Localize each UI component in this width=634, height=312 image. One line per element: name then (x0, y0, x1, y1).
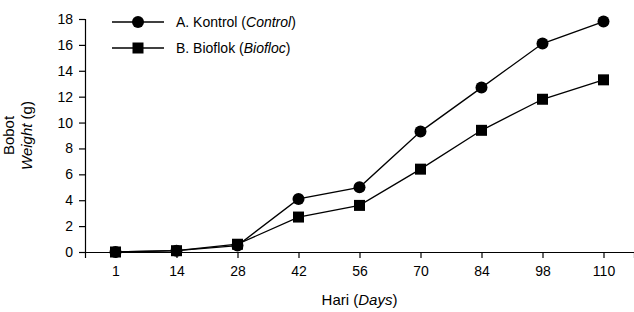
series-point (354, 181, 366, 193)
y-tick: 6 (65, 166, 85, 182)
y-tick: 0 (65, 244, 85, 260)
y-axis-title: Weight (g) (18, 101, 35, 170)
series-point (598, 16, 610, 28)
y-tick-mark (79, 71, 85, 72)
y-tick-label: 14 (57, 63, 73, 79)
series-point (354, 200, 365, 211)
x-tick-mark (237, 252, 238, 258)
x-tick-label: 14 (169, 263, 185, 279)
x-tick-label: 28 (230, 263, 246, 279)
y-tick-mark (79, 45, 85, 46)
x-tick-label: 42 (291, 263, 307, 279)
x-axis-title: Hari (Days) (322, 291, 398, 308)
x-tick-label: 110 (593, 263, 616, 279)
chart: 0 2 4 6 8 10 12 14 16 18 1 14 28 42 56 70 84 98 110 Hari (D… (0, 0, 634, 312)
x-tick: 98 (535, 252, 551, 279)
y-tick-label: 18 (57, 11, 73, 27)
x-tick-label: 98 (535, 263, 551, 279)
x-tick-label: 1 (112, 263, 120, 279)
x-tick-mark (298, 252, 299, 258)
legend-entry: A. Kontrol (Control) (112, 14, 296, 30)
legend-label: B. Bioflok (Biofloc) (176, 40, 290, 56)
plot-area (110, 16, 610, 258)
y-tick-mark (79, 97, 85, 98)
y-tick: 18 (57, 11, 85, 27)
x-tick: 70 (413, 252, 429, 279)
legend: A. Kontrol (Control) B. Bioflok (Biofloc) (112, 14, 296, 56)
y-tick: 4 (65, 192, 85, 208)
y-tick-mark (79, 19, 85, 20)
x-tick-label: 56 (352, 263, 368, 279)
y-tick-mark (79, 200, 85, 201)
y-tick-label: 4 (65, 192, 73, 208)
x-axis: 1 14 28 42 56 70 84 98 110 (86, 252, 634, 279)
legend-label: A. Kontrol (Control) (176, 14, 296, 30)
series-point (110, 246, 122, 258)
x-tick-mark (359, 252, 360, 258)
series-point (537, 94, 548, 105)
x-tick: 84 (474, 252, 490, 279)
series-line (116, 22, 604, 252)
y-tick: 2 (65, 218, 85, 234)
x-tick: 110 (593, 252, 616, 279)
y-tick-mark (79, 252, 85, 253)
x-tick-mark (542, 252, 543, 258)
legend-marker (132, 16, 144, 28)
y-tick-label: 16 (57, 37, 73, 53)
x-tick-mark (603, 252, 604, 258)
legend-entry: B. Bioflok (Biofloc) (112, 40, 290, 56)
series-point (171, 245, 183, 257)
y-tick-mark (79, 174, 85, 175)
series-point (476, 125, 487, 136)
series-point (293, 212, 304, 223)
y-tick-label: 8 (65, 140, 73, 156)
y-tick: 16 (57, 37, 85, 53)
y-tick: 12 (57, 89, 85, 105)
series-point (598, 74, 609, 85)
series-point (171, 245, 182, 256)
series-point (232, 239, 243, 250)
y-axis-title: Bobot (0, 115, 17, 155)
y-tick-mark (79, 226, 85, 227)
series-point (537, 38, 549, 50)
series-line (116, 80, 604, 252)
x-tick-label: 70 (413, 263, 429, 279)
x-tick-label: 84 (474, 263, 490, 279)
series-point (415, 126, 427, 138)
series-point (232, 240, 244, 252)
x-tick: 56 (352, 252, 368, 279)
y-tick-label: 0 (65, 244, 73, 260)
y-tick: 14 (57, 63, 85, 79)
y-tick-mark (79, 148, 85, 149)
x-tick: 42 (291, 252, 307, 279)
y-tick-label: 6 (65, 166, 73, 182)
y-tick: 10 (57, 115, 85, 131)
series-point (415, 164, 426, 175)
series-point (293, 193, 305, 205)
x-tick-mark (481, 252, 482, 258)
x-tick: 28 (230, 252, 246, 279)
y-axis: 0 2 4 6 8 10 12 14 16 18 (57, 11, 85, 260)
x-axis-line (86, 253, 634, 259)
y-tick-label: 2 (65, 218, 73, 234)
y-tick-label: 10 (57, 115, 73, 131)
y-tick-mark (79, 122, 85, 123)
y-tick-label: 12 (57, 89, 73, 105)
legend-marker (133, 43, 144, 54)
y-tick: 8 (65, 140, 85, 156)
series-point (476, 82, 488, 94)
x-tick-mark (420, 252, 421, 258)
series-point (110, 247, 121, 258)
y-axis-line (79, 20, 86, 253)
